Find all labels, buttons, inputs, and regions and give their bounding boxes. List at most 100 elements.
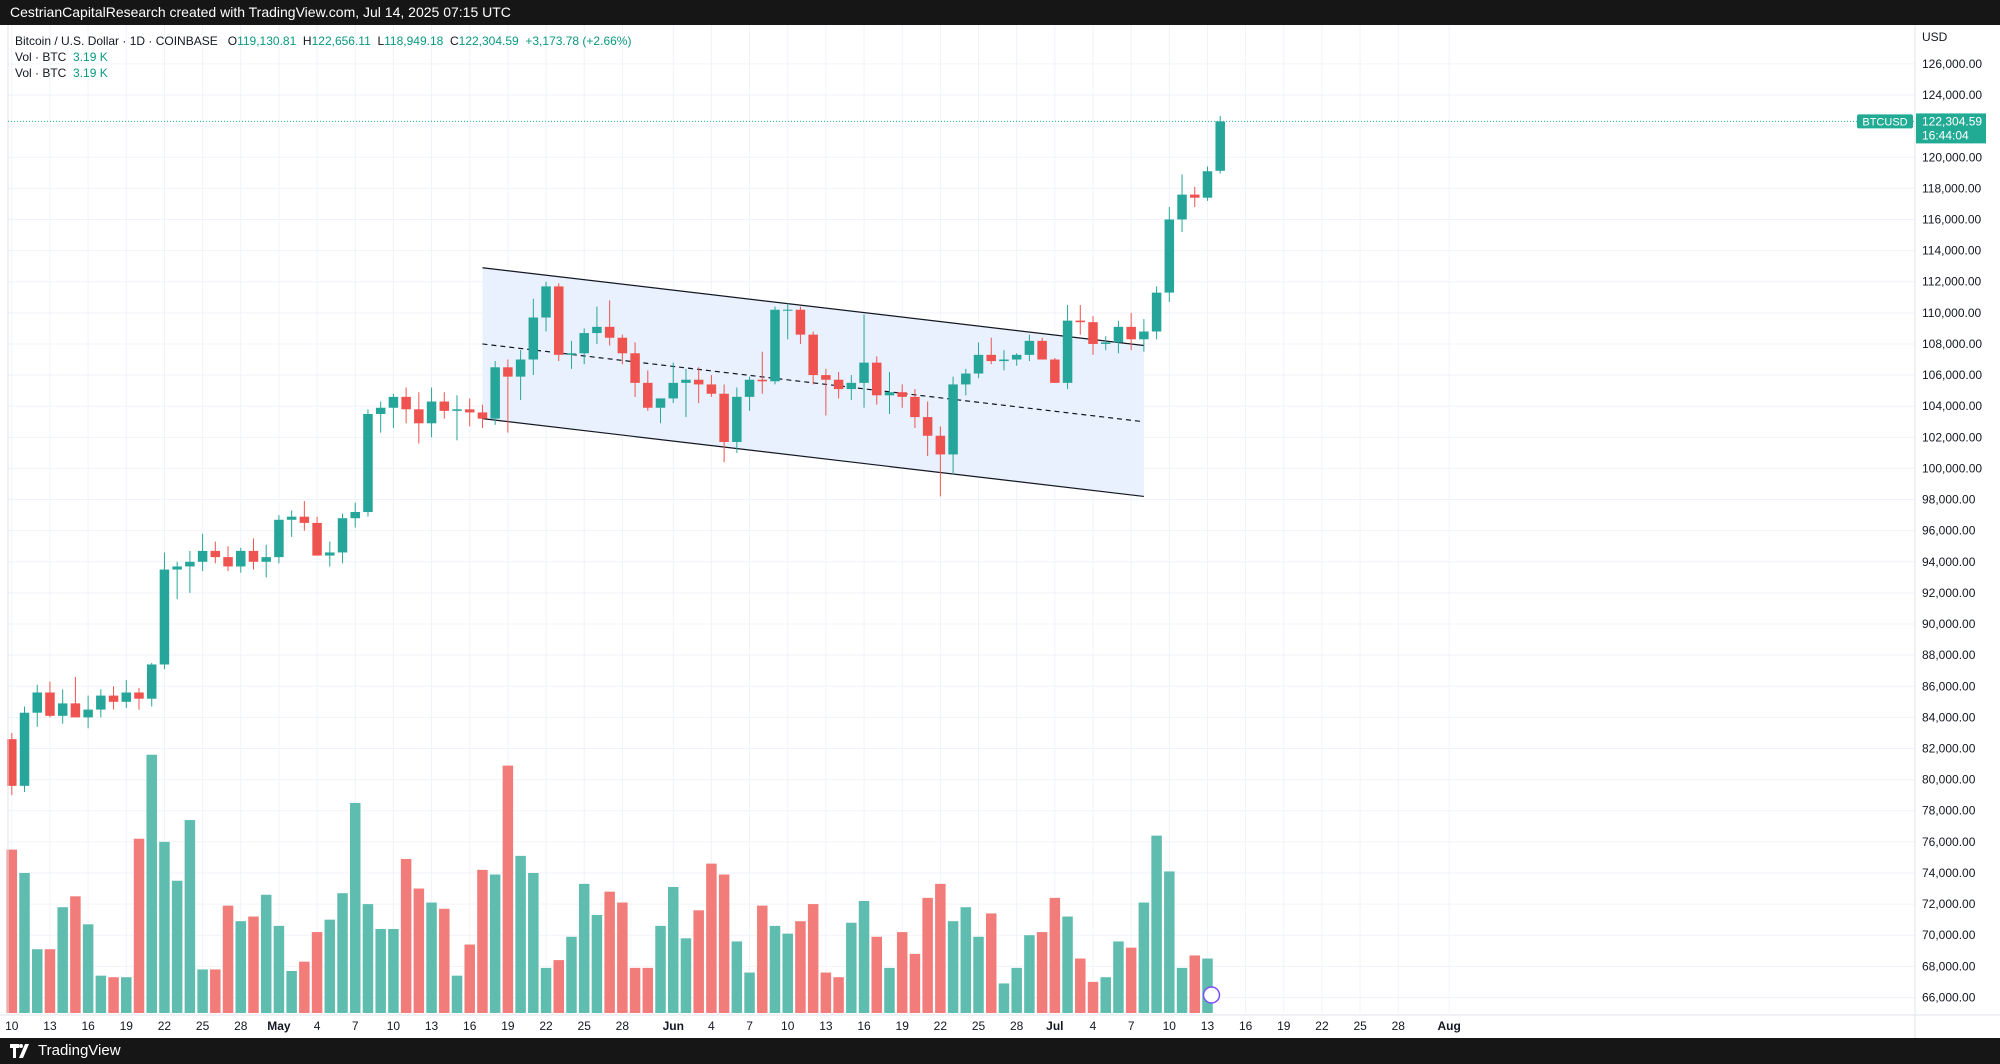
volume-bar (1036, 932, 1048, 1013)
candle-body (973, 354, 984, 374)
y-tick-label: 78,000.00 (1922, 804, 1976, 818)
candle-body (1100, 342, 1111, 344)
candle-body (833, 379, 844, 390)
x-tick-label: 22 (1315, 1019, 1329, 1033)
candle-body (1011, 354, 1022, 360)
price-chart[interactable]: 126,000.00124,000.00122,000.00120,000.00… (0, 25, 2000, 1038)
candle-body (1139, 331, 1149, 340)
candle-body (859, 362, 869, 383)
x-tick-label: 10 (387, 1019, 401, 1033)
x-tick-label: 13 (425, 1019, 439, 1033)
legend-low-value: 118,949.18 (384, 34, 444, 48)
candle-body (681, 379, 691, 383)
x-tick-label: 7 (352, 1019, 359, 1033)
volume-bar (578, 883, 590, 1013)
volume-bar (31, 949, 43, 1013)
legend-low-label: L (377, 34, 385, 48)
volume-bar (171, 880, 183, 1013)
candle-body (286, 516, 297, 520)
x-tick-label: May (267, 1019, 291, 1033)
candle-body (846, 382, 857, 390)
candle-body (236, 550, 246, 567)
y-tick-label: 86,000.00 (1922, 679, 1976, 693)
price-badge-value: 122,304.59 (1922, 114, 1982, 128)
candle-body (388, 396, 399, 408)
candle-body (1113, 326, 1124, 343)
candle-body (197, 550, 208, 562)
volume-bar (896, 932, 908, 1013)
price-badge-countdown: 16:44:04 (1922, 128, 1969, 142)
y-tick-label: 106,000.00 (1922, 368, 1982, 382)
candle-body (668, 382, 678, 399)
volume-bar (286, 970, 297, 1013)
candle-body (45, 692, 55, 716)
candle-body (32, 692, 42, 713)
x-tick-label: 10 (781, 1019, 795, 1033)
y-tick-label: 114,000.00 (1922, 244, 1981, 258)
volume-bar (1176, 967, 1188, 1013)
volume-bar (973, 936, 984, 1013)
candle-body (223, 557, 233, 567)
y-tick-label: 92,000.00 (1922, 586, 1976, 600)
volume-bar (502, 765, 514, 1013)
volume-bars (6, 754, 1213, 1013)
y-tick-label: 110,000.00 (1922, 306, 1981, 320)
volume-bar (947, 921, 959, 1013)
volume-bar (1049, 897, 1061, 1013)
volume-bar (617, 902, 628, 1013)
chart-legend: Bitcoin / U.S. Dollar · 1D · COINBASE O1… (15, 33, 631, 81)
volume-bar (807, 904, 819, 1013)
volume-bar (528, 872, 539, 1013)
candle-body (159, 569, 170, 665)
candle-body (935, 435, 946, 455)
candle-body (325, 552, 335, 556)
candle-body (1075, 320, 1086, 323)
legend-volume-value: 3.19 K (73, 50, 108, 64)
candle-body (1164, 219, 1175, 293)
candle-body (528, 317, 539, 360)
volume-bar (426, 902, 437, 1013)
symbol-badge: BTCUSD (1862, 116, 1907, 128)
volume-bar (1011, 967, 1022, 1013)
x-tick-label: 16 (463, 1019, 477, 1033)
channel-middle-line (482, 343, 1144, 423)
candle-body (248, 550, 259, 562)
volume-bar (388, 928, 399, 1013)
volume-bar (1100, 977, 1111, 1013)
candle-body (655, 398, 666, 408)
x-tick-label: 13 (1201, 1019, 1215, 1033)
x-tick-label: 16 (81, 1019, 95, 1033)
volume-bar (718, 874, 730, 1013)
legend-close-value: 122,304.59 (458, 34, 519, 48)
volume-bar (184, 820, 196, 1013)
candle-body (910, 396, 920, 418)
y-tick-label: 120,000.00 (1922, 150, 1982, 164)
x-tick-label: 13 (43, 1019, 57, 1033)
x-tick-label: Aug (1437, 1019, 1460, 1033)
candle-body (477, 412, 488, 419)
candle-body (210, 550, 221, 558)
y-tick-label: 124,000.00 (1922, 88, 1982, 102)
candle-body (630, 353, 640, 383)
y-tick-label: 74,000.00 (1922, 866, 1976, 880)
volume-bar (464, 944, 475, 1013)
x-tick-label: 28 (1010, 1019, 1024, 1033)
volume-bar (260, 894, 272, 1013)
volume-bar (413, 888, 425, 1013)
legend-volume-label: Vol · BTC (15, 50, 67, 64)
x-tick-label: 4 (1090, 1019, 1097, 1033)
candle-body (821, 375, 831, 380)
volume-bar (833, 977, 844, 1013)
candle-body (757, 379, 768, 382)
candle-body (732, 396, 742, 442)
x-tick-label: 10 (5, 1019, 19, 1033)
candle-body (592, 326, 602, 334)
y-tick-label: 94,000.00 (1922, 555, 1976, 569)
volume-bar (400, 858, 412, 1013)
candle-body (795, 309, 806, 335)
candle-body (363, 413, 373, 512)
volume-bar (273, 925, 285, 1013)
legend-volume-value: 3.19 K (73, 66, 108, 80)
candle-body (808, 334, 818, 376)
volume-bar (222, 905, 234, 1013)
